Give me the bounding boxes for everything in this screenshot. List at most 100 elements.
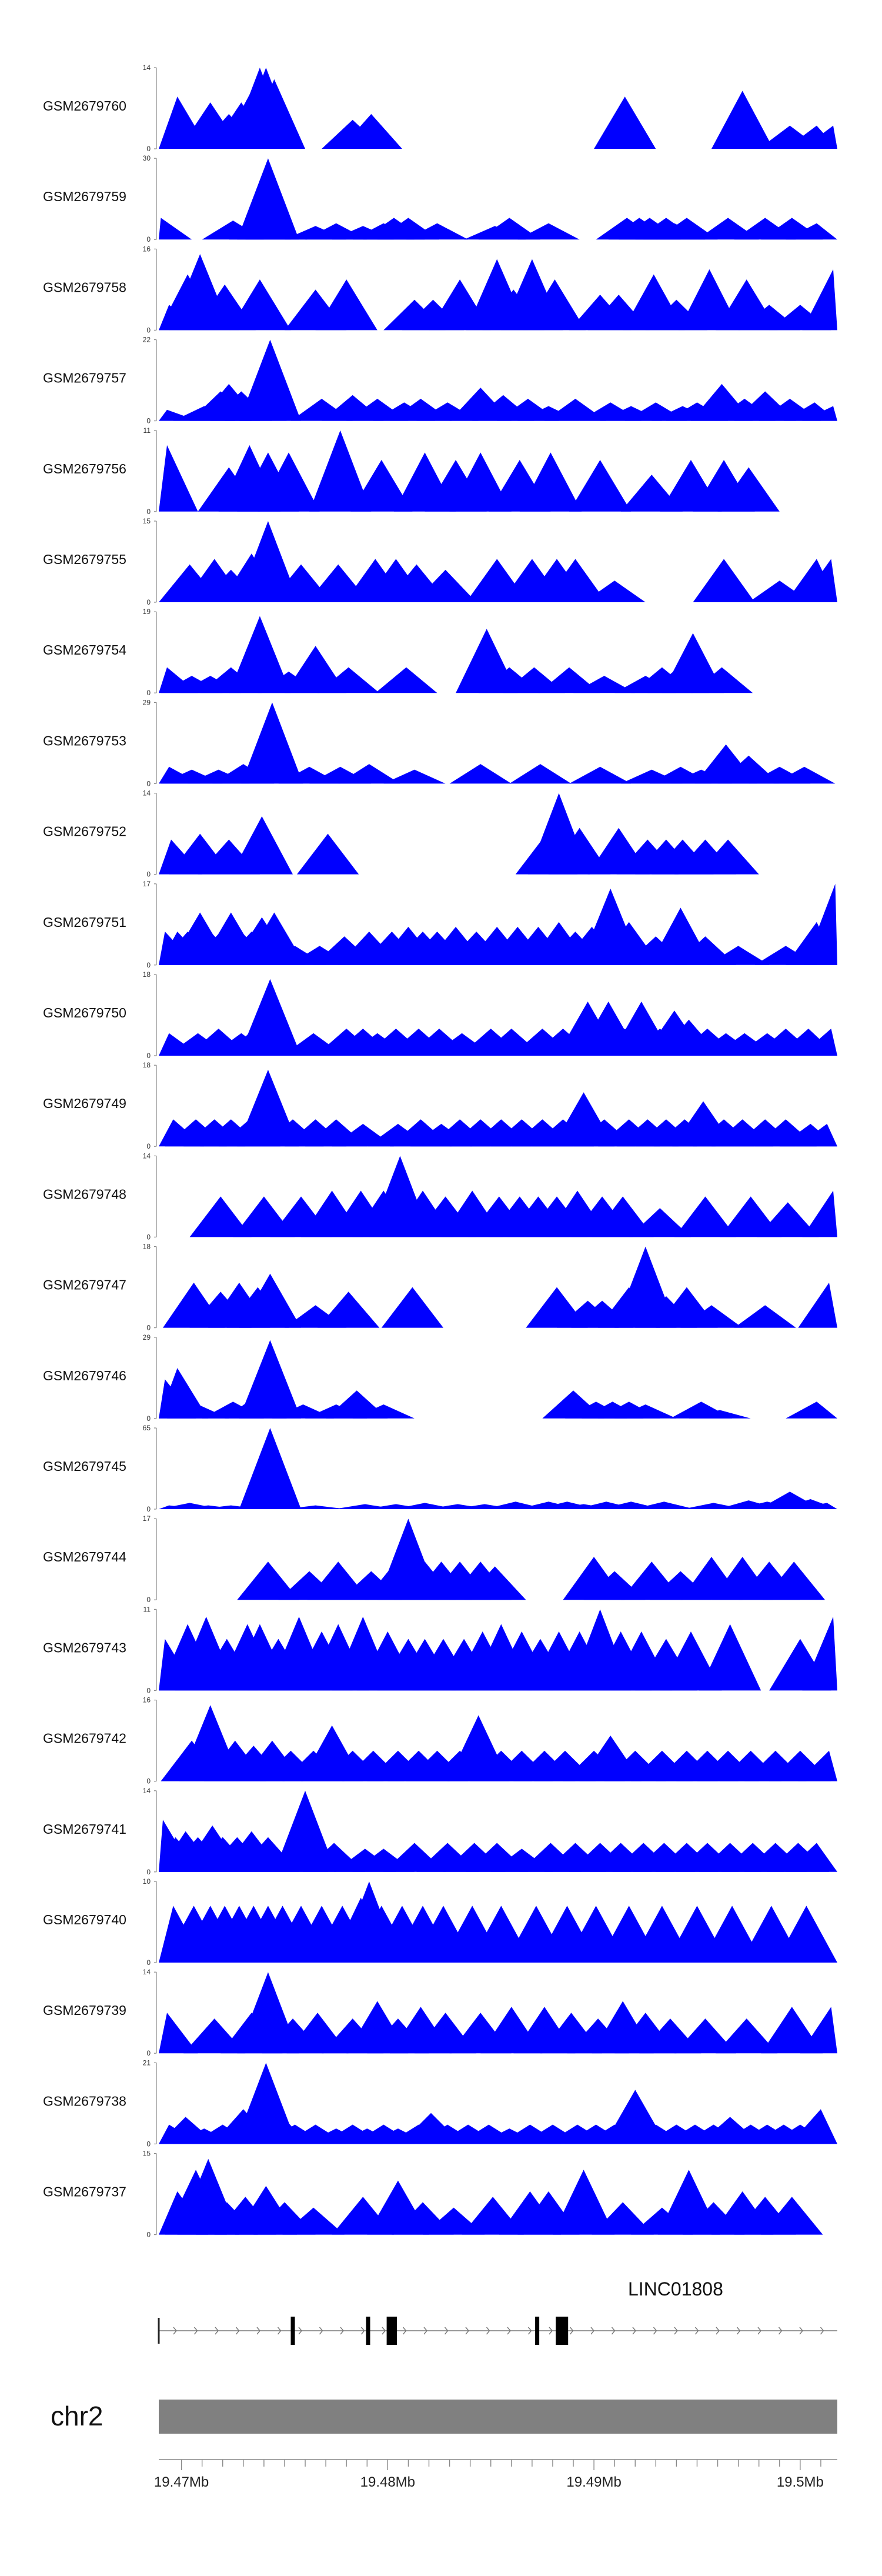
track-sample-label: GSM2679751 xyxy=(43,915,126,930)
track-sample-label: GSM2679749 xyxy=(43,1096,126,1111)
coverage-peak xyxy=(699,1624,761,1691)
coverage-peak xyxy=(381,1287,443,1328)
strand-arrow xyxy=(402,2327,407,2335)
coverage-peak xyxy=(656,218,718,240)
strand-arrow xyxy=(465,2327,469,2335)
strand-arrow xyxy=(757,2327,761,2335)
gene-exon xyxy=(366,2317,370,2345)
chromosome-label: chr2 xyxy=(51,2401,103,2431)
track-y-min-label: 0 xyxy=(146,417,151,425)
coverage-peak xyxy=(633,1501,695,1509)
track-y-min-label: 0 xyxy=(146,1142,151,1150)
coverage-peak xyxy=(798,1750,837,1781)
coverage-track: GSM2679755 15 0 xyxy=(43,517,837,606)
coverage-peak xyxy=(594,96,656,149)
coverage-peak xyxy=(230,816,293,875)
track-sample-label: GSM2679753 xyxy=(43,733,126,748)
track-y-max-label: 18 xyxy=(143,970,151,979)
coverage-track: GSM2679743 11 0 xyxy=(43,1605,837,1694)
coverage-peak xyxy=(800,559,837,602)
coverage-track: GSM2679760 14 0 xyxy=(43,64,837,153)
track-y-min-label: 0 xyxy=(146,1233,151,1241)
coverage-peak xyxy=(239,339,301,421)
coverage-peak xyxy=(237,158,299,240)
strand-arrow xyxy=(611,2327,616,2335)
track-y-min-label: 0 xyxy=(146,689,151,697)
coverage-peak xyxy=(237,1069,299,1147)
coverage-peak xyxy=(229,279,291,331)
coverage-peak xyxy=(592,2202,654,2235)
coverage-peak xyxy=(538,667,600,693)
coverage-peak xyxy=(734,1305,796,1328)
coverage-track: GSM2679752 14 0 xyxy=(43,789,759,879)
strand-arrow xyxy=(653,2327,657,2335)
coverage-peak xyxy=(478,218,540,240)
track-y-max-label: 18 xyxy=(143,1243,151,1251)
track-sample-label: GSM2679742 xyxy=(43,1731,126,1746)
coverage-peak xyxy=(243,79,305,149)
coverage-peak xyxy=(159,445,198,512)
coverage-peak xyxy=(711,91,774,149)
coverage-peak xyxy=(544,559,607,602)
coverage-track: GSM2679751 17 0 xyxy=(43,880,837,969)
coverage-peak xyxy=(800,2007,837,2054)
track-y-min-label: 0 xyxy=(146,1324,151,1332)
strand-arrow xyxy=(694,2327,699,2335)
coverage-peak xyxy=(796,1123,837,1147)
strand-arrow xyxy=(277,2327,282,2335)
coverage-peak xyxy=(798,1282,837,1328)
coverage-track: GSM2679754 19 0 xyxy=(43,608,753,697)
track-y-max-label: 17 xyxy=(143,880,151,888)
track-sample-label: GSM2679760 xyxy=(43,98,126,114)
coverage-track: GSM2679738 21 0 xyxy=(43,2058,837,2148)
coverage-peak xyxy=(761,2007,823,2054)
coverage-track: GSM2679753 29 0 xyxy=(43,698,836,788)
strand-arrow xyxy=(820,2327,824,2335)
track-y-max-label: 14 xyxy=(143,789,151,798)
track-sample-label: GSM2679759 xyxy=(43,189,126,204)
track-sample-label: GSM2679739 xyxy=(43,2003,126,2018)
coverage-peak xyxy=(159,218,192,240)
track-sample-label: GSM2679748 xyxy=(43,1186,126,1202)
coverage-peak xyxy=(258,452,320,512)
coverage-peak xyxy=(318,1292,380,1328)
track-y-min-label: 0 xyxy=(146,1414,151,1423)
coverage-peak xyxy=(701,1906,763,1963)
coverage-peak xyxy=(629,1208,691,1237)
coverage-peak xyxy=(350,460,413,512)
coverage-track: GSM2679748 14 0 xyxy=(43,1152,837,1241)
strand-arrow xyxy=(549,2327,553,2335)
coverage-tracks: GSM2679760140GSM2679759300GSM2679758160G… xyxy=(43,64,837,2239)
axis-tick-label: 19.47Mb xyxy=(154,2474,209,2490)
track-y-min-label: 0 xyxy=(146,326,151,334)
gene-model-track: LINC01808 xyxy=(158,2278,837,2345)
coverage-peak xyxy=(763,1561,825,1600)
coverage-peak xyxy=(315,279,377,331)
gene-exon xyxy=(535,2317,540,2345)
track-y-min-label: 0 xyxy=(146,2049,151,2057)
track-y-min-label: 0 xyxy=(146,779,151,788)
track-sample-label: GSM2679758 xyxy=(43,279,126,295)
coverage-track: GSM2679744 17 0 xyxy=(43,1514,825,1604)
strand-arrow xyxy=(507,2327,511,2335)
coverage-peak xyxy=(569,766,632,784)
coverage-peak xyxy=(691,667,753,693)
track-y-min-label: 0 xyxy=(146,235,151,243)
strand-arrow xyxy=(736,2327,741,2335)
coverage-peak xyxy=(716,2018,778,2054)
coverage-peak xyxy=(757,1202,819,1237)
track-y-min-label: 0 xyxy=(146,598,151,606)
track-y-max-label: 18 xyxy=(143,1061,151,1069)
coverage-peak xyxy=(318,667,380,693)
coverage-peak xyxy=(786,223,837,240)
coverage-peak xyxy=(548,827,611,875)
chromosome-ideogram-band xyxy=(159,2400,837,2434)
coverage-peak xyxy=(509,764,572,784)
coverage-peak xyxy=(383,769,446,784)
coverage-peak xyxy=(678,269,741,331)
coverage-peak xyxy=(802,406,837,421)
track-sample-label: GSM2679744 xyxy=(43,1549,126,1564)
coverage-peak xyxy=(189,1196,252,1237)
track-y-min-label: 0 xyxy=(146,870,151,879)
